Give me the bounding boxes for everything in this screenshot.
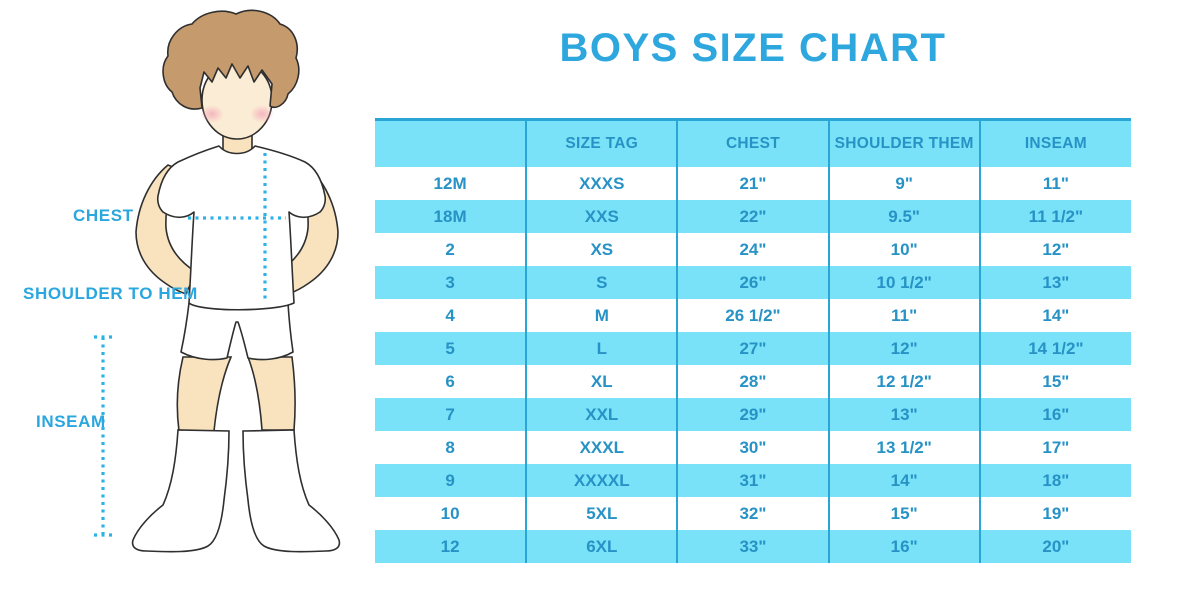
boy-leg-left: [176, 356, 233, 432]
cell-size-tag: XXXXL: [525, 464, 678, 497]
cell-inseam: 19": [978, 497, 1131, 530]
cell-chest: 27": [676, 332, 829, 365]
cell-size-tag: M: [525, 299, 678, 332]
cell-chest: 29": [676, 398, 829, 431]
column-header-inseam: INSEAM: [978, 119, 1131, 167]
table-row: 2 XS 24" 10" 12": [375, 233, 1131, 266]
cell-shoulder: 16": [827, 530, 980, 563]
cell-chest: 26": [676, 266, 829, 299]
measurement-figure: CHEST SHOULDER TO HEM INSEAM: [0, 0, 380, 600]
table-row: 7 XXL 29" 13" 16": [375, 398, 1131, 431]
table-row: 9 XXXXL 31" 14" 18": [375, 464, 1131, 497]
cell-inseam: 13": [978, 266, 1131, 299]
cell-size-tag: XXXL: [525, 431, 678, 464]
chest-label: CHEST: [73, 206, 134, 225]
cell-inseam: 17": [978, 431, 1131, 464]
cell-shoulder: 15": [827, 497, 980, 530]
cell-size-tag: XXXS: [525, 167, 678, 200]
cell-shoulder: 9.5": [827, 200, 980, 233]
cell-inseam: 16": [978, 398, 1131, 431]
boy-hair: [162, 9, 300, 110]
cell-age: 12M: [375, 167, 527, 200]
boy-sock-right: [242, 429, 341, 553]
boy-leg-right: [246, 356, 296, 431]
cell-shoulder: 11": [827, 299, 980, 332]
cell-age: 9: [375, 464, 527, 497]
cell-chest: 28": [676, 365, 829, 398]
page-title: BOYS SIZE CHART: [559, 26, 947, 70]
column-header-age: [375, 119, 527, 167]
table-row: 12M XXXS 21" 9" 11": [375, 167, 1131, 200]
cell-chest: 30": [676, 431, 829, 464]
boy-cheek-left: [200, 105, 224, 123]
cell-inseam: 12": [978, 233, 1131, 266]
shoulder-to-hem-label: SHOULDER TO HEM: [23, 284, 198, 303]
cell-chest: 31": [676, 464, 829, 497]
size-table: SIZE TAG CHEST SHOULDER THEM INSEAM 12M …: [375, 118, 1131, 563]
cell-inseam: 14": [978, 299, 1131, 332]
cell-shoulder: 9": [827, 167, 980, 200]
cell-size-tag: XL: [525, 365, 678, 398]
cell-shoulder: 12": [827, 332, 980, 365]
inseam-measure-line: [94, 335, 115, 537]
cell-size-tag: 5XL: [525, 497, 678, 530]
column-header-chest: CHEST: [676, 119, 829, 167]
boy-shorts: [180, 302, 294, 361]
cell-size-tag: 6XL: [525, 530, 678, 563]
cell-shoulder: 13 1/2": [827, 431, 980, 464]
cell-age: 2: [375, 233, 527, 266]
table-row: 12 6XL 33" 16" 20": [375, 530, 1131, 563]
boy-cheek-right: [250, 105, 274, 123]
table-row: 6 XL 28" 12 1/2" 15": [375, 365, 1131, 398]
cell-inseam: 18": [978, 464, 1131, 497]
cell-size-tag: S: [525, 266, 678, 299]
cell-chest: 33": [676, 530, 829, 563]
cell-inseam: 11 1/2": [978, 200, 1131, 233]
boy-sock-left: [131, 429, 230, 553]
boy-shirt: [156, 145, 327, 311]
cell-inseam: 20": [978, 530, 1131, 563]
cell-age: 8: [375, 431, 527, 464]
table-row: 4 M 26 1/2" 11" 14": [375, 299, 1131, 332]
size-table-body: 12M XXXS 21" 9" 11" 18M XXS 22" 9.5" 11 …: [375, 167, 1131, 563]
table-row: 8 XXXL 30" 13 1/2" 17": [375, 431, 1131, 464]
cell-age: 18M: [375, 200, 527, 233]
column-header-shoulder: SHOULDER THEM: [827, 119, 980, 167]
cell-age: 12: [375, 530, 527, 563]
cell-shoulder: 10": [827, 233, 980, 266]
cell-age: 3: [375, 266, 527, 299]
cell-size-tag: L: [525, 332, 678, 365]
cell-size-tag: XS: [525, 233, 678, 266]
cell-inseam: 14 1/2": [978, 332, 1131, 365]
cell-age: 5: [375, 332, 527, 365]
cell-shoulder: 14": [827, 464, 980, 497]
cell-chest: 22": [676, 200, 829, 233]
cell-chest: 21": [676, 167, 829, 200]
column-header-size-tag: SIZE TAG: [525, 119, 678, 167]
cell-chest: 26 1/2": [676, 299, 829, 332]
cell-chest: 24": [676, 233, 829, 266]
cell-inseam: 11": [978, 167, 1131, 200]
table-row: 3 S 26" 10 1/2" 13": [375, 266, 1131, 299]
inseam-label: INSEAM: [36, 412, 106, 431]
table-row: 5 L 27" 12" 14 1/2": [375, 332, 1131, 365]
cell-age: 10: [375, 497, 527, 530]
cell-age: 4: [375, 299, 527, 332]
size-table-header: SIZE TAG CHEST SHOULDER THEM INSEAM: [375, 119, 1131, 167]
table-row: 18M XXS 22" 9.5" 11 1/2": [375, 200, 1131, 233]
cell-size-tag: XXL: [525, 398, 678, 431]
cell-shoulder: 10 1/2": [827, 266, 980, 299]
boy-figure-illustration: [94, 9, 341, 553]
boy-arm-left: [135, 164, 198, 295]
header-row: SIZE TAG CHEST SHOULDER THEM INSEAM: [375, 119, 1131, 167]
cell-age: 6: [375, 365, 527, 398]
cell-shoulder: 13": [827, 398, 980, 431]
table-row: 10 5XL 32" 15" 19": [375, 497, 1131, 530]
cell-shoulder: 12 1/2": [827, 365, 980, 398]
cell-size-tag: XXS: [525, 200, 678, 233]
cell-inseam: 15": [978, 365, 1131, 398]
cell-chest: 32": [676, 497, 829, 530]
cell-age: 7: [375, 398, 527, 431]
